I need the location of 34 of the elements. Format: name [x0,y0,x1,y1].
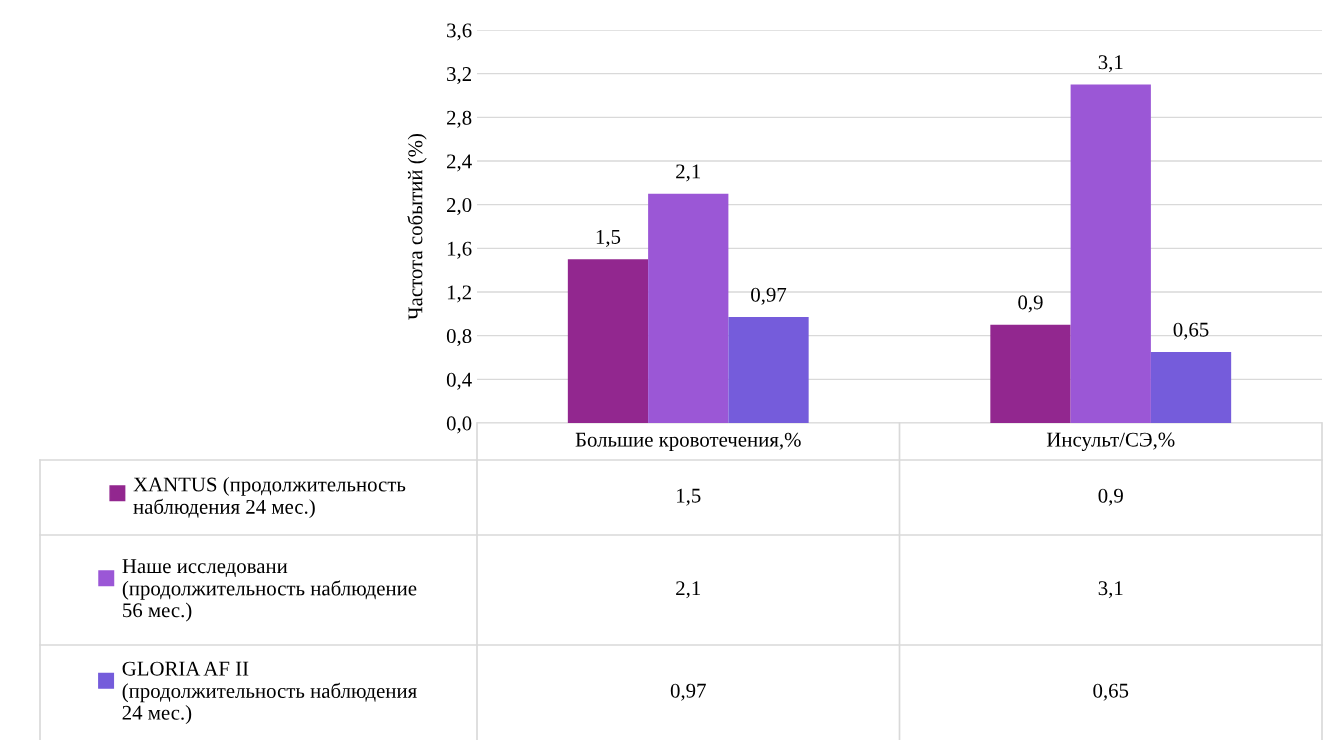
x-tick-label: Большие кровотечения,% [575,432,801,451]
bar [1070,84,1151,423]
text: 3,1 [1098,55,1123,73]
data-label: 2,1 [676,581,701,599]
y-tick-label: 0,8 [446,329,472,347]
text: 0,97 [751,287,787,305]
bar [990,324,1071,423]
y-tick-label: 3,6 [447,23,472,41]
y-axis-title: Частота событий (%) [407,133,427,320]
data-label: 0,97 [670,683,706,701]
data-label: 0,65 [1093,683,1129,701]
y-tick-label: 1,6 [447,241,472,259]
data-label: 0,9 [1098,488,1123,506]
y-tick-label: 0,4 [446,372,472,390]
legend-label: GLORIA AF II (продолжительность наблюдения 24 мес.) [122,661,417,724]
text: 2,1 [676,164,701,182]
text: 0,65 [1173,322,1209,340]
text: 0,9 [1018,295,1043,313]
y-tick-label: 0,0 [446,416,472,434]
y-tick-label: 2,0 [447,198,472,216]
bar [648,193,729,423]
data-label: 3,1 [1098,581,1123,599]
bar [567,259,649,423]
y-tick-label: 1,2 [447,285,471,303]
y-tick-label: 2,4 [447,154,472,172]
text: 1,5 [596,229,621,247]
x-tick-label: Инсульт/СЭ,% [1046,432,1175,451]
y-tick-label: 2,8 [447,110,472,128]
bar [728,317,809,423]
legend-label: XANTUS (продолжительность наблюдения 24 мес.) [133,476,406,519]
data-label: 1,5 [677,488,701,506]
y-tick-label: 3,2 [447,67,471,85]
bar [1150,352,1232,423]
legend-label: Наше исследовани (продолжительность наблюдение 56 мес.) [122,559,417,622]
